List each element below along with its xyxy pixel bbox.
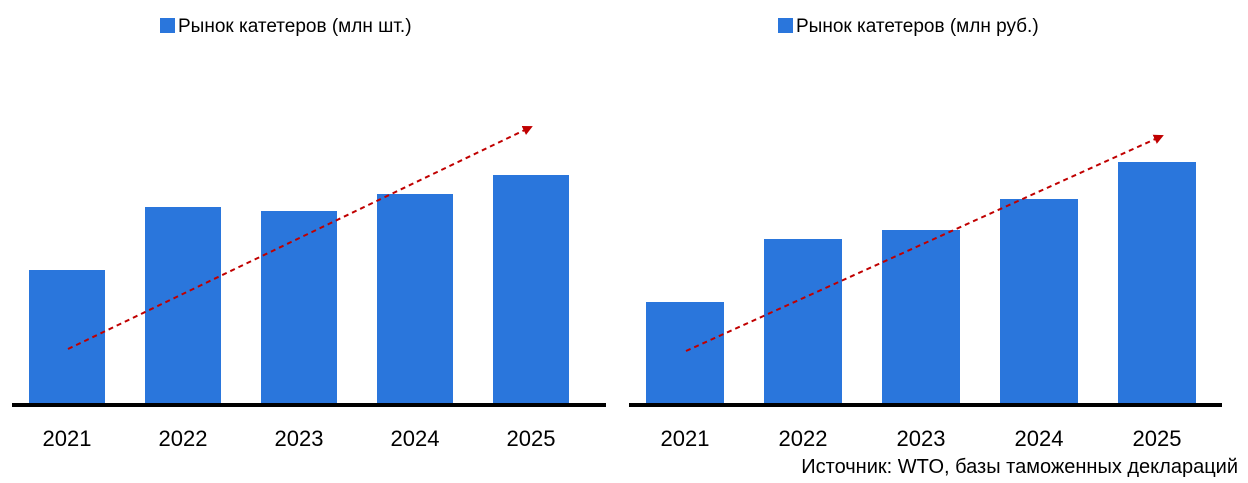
bar-2021 [646,302,724,403]
x-tick-label-2021: 2021 [43,426,92,451]
chart-panel-2: Рынок катетеров (млн руб.) 2021 2022 2023 20… [629,16,1222,451]
legend-label: Рынок катетеров (млн руб.) [796,16,1039,37]
x-tick-label-2022: 2022 [159,426,208,451]
x-tick-label-2024: 2024 [1015,426,1064,451]
x-tick-label-2024: 2024 [391,426,440,451]
bar-2023 [882,230,960,403]
bar-2023 [261,211,337,403]
trend-arrow [67,125,533,350]
x-tick-label-2025: 2025 [507,426,556,451]
x-tick-label-2023: 2023 [897,426,946,451]
bar-2025 [493,175,569,403]
x-tick-label-2023: 2023 [275,426,324,451]
bar-2025 [1118,162,1196,403]
legend-label: Рынок катетеров (млн шт.) [178,16,412,37]
x-tick-label-2021: 2021 [661,426,710,451]
bar-2022 [764,239,842,403]
legend-swatch [778,18,793,33]
bar-2022 [145,207,221,403]
bar-2024 [377,194,453,403]
x-tick-label-2022: 2022 [779,426,828,451]
bar-2024 [1000,199,1078,403]
trend-arrow [685,134,1164,352]
x-tick-label-2025: 2025 [1133,426,1182,451]
legend-swatch [160,18,175,33]
source-note: Источник: WTO, базы таможенных деклараци… [801,456,1238,478]
chart-panel-1: Рынок катетеров (млн шт.) 2021 2022 2023 202… [12,16,606,451]
